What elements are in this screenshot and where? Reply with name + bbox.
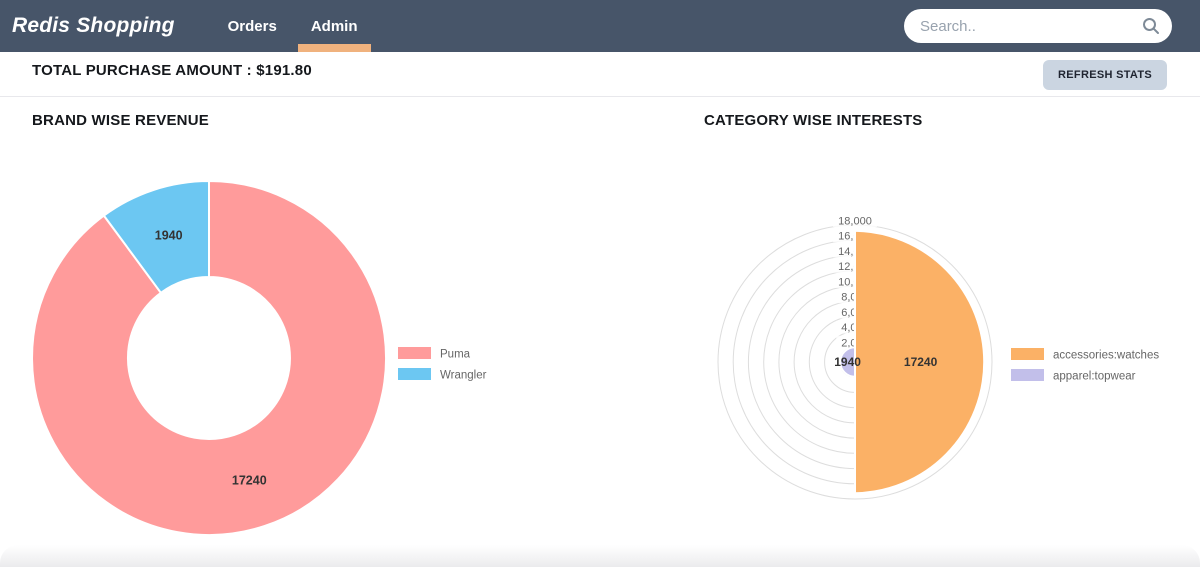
top-navbar: Redis Shopping Orders Admin (0, 0, 1200, 52)
category-chart-title: CATEGORY WISE INTERESTS (704, 112, 923, 129)
polar-value-label: 1940 (834, 355, 861, 369)
polar-segment-accessories:watches[interactable] (854, 229, 986, 495)
legend-label: apparel:topwear (1053, 371, 1136, 383)
category-interests-polar-chart: 2,0004,0006,0008,00010,00012,00014,00016… (717, 214, 1159, 500)
legend-label: accessories:watches (1053, 350, 1159, 362)
polar-value-label: 17240 (904, 355, 938, 369)
search-box (904, 9, 1172, 43)
brand-revenue-doughnut-chart: 17240 1940 Puma Wrangler (31, 179, 487, 536)
tick-backdrop (833, 214, 877, 227)
legend-swatch (398, 368, 431, 380)
legend-item-Puma[interactable]: Puma (398, 347, 471, 361)
legend-item-accessories:watches[interactable]: accessories:watches (1011, 348, 1159, 362)
nav-links: Orders Admin (211, 0, 375, 52)
total-purchase-heading: TOTAL PURCHASE AMOUNT : $191.80 (32, 62, 312, 79)
header-divider (0, 96, 1200, 97)
refresh-stats-button[interactable]: REFRESH STATS (1043, 60, 1167, 90)
polar-segment-apparel:topwear[interactable] (839, 346, 856, 378)
legend-item-Wrangler[interactable]: Wrangler (398, 368, 487, 382)
doughnut-segment-Wrangler[interactable] (102, 179, 210, 295)
doughnut-value-label: 1940 (155, 229, 183, 243)
legend-swatch (1011, 348, 1044, 360)
app-brand: Redis Shopping (12, 14, 175, 37)
legend-swatch (1011, 369, 1044, 381)
polar-tick-label: 18,000 (838, 216, 872, 228)
legend-label: Wrangler (440, 370, 487, 382)
legend-item-apparel:topwear[interactable]: apparel:topwear (1011, 369, 1136, 383)
search-input[interactable] (904, 9, 1172, 43)
legend-label: Puma (440, 349, 471, 361)
brand-chart-title: BRAND WISE REVENUE (32, 112, 209, 129)
legend-swatch (398, 347, 431, 359)
bottom-fade (0, 545, 1200, 567)
doughnut-segment-Puma[interactable] (31, 179, 387, 536)
doughnut-value-label: 17240 (232, 474, 267, 488)
nav-item-admin[interactable]: Admin (297, 0, 371, 52)
nav-item-orders[interactable]: Orders (227, 17, 277, 35)
